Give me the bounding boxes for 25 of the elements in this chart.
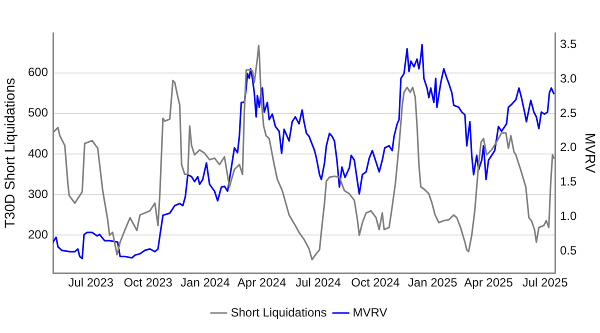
y-tick-label: 400 [28, 146, 48, 160]
y2-tick-label: 3.0 [560, 71, 578, 86]
x-tick-label: Jan 2025 [408, 276, 458, 290]
y-tick-label: 300 [28, 186, 48, 201]
y2-tick-label: 2.5 [560, 106, 578, 120]
y2-tick-label: 1.0 [560, 208, 578, 223]
y2-tick-label: 3.5 [560, 37, 578, 52]
legend-label: MVRV [352, 305, 388, 320]
y-tick-label: 600 [28, 65, 48, 80]
x-tick-label: Jul 2024 [296, 276, 342, 290]
x-tick-label: Jan 2024 [180, 276, 230, 290]
legend-label: Short Liquidations [230, 305, 327, 320]
y2-tick-label: 2.0 [560, 140, 578, 154]
y2-tick-label: 1.5 [560, 174, 578, 189]
y-axis-title: T30D Short Liquidations [1, 78, 18, 228]
y-tick-label: 200 [28, 228, 48, 242]
x-tick-label: Oct 2024 [351, 276, 400, 290]
x-tick-label: Jul 2025 [522, 276, 568, 290]
y2-tick-label: 0.5 [560, 243, 578, 258]
x-tick-label: Oct 2023 [124, 276, 173, 290]
y-tick-label: 500 [28, 106, 48, 120]
y2-axis-title: MVRV [582, 132, 599, 174]
x-tick-label: Jul 2023 [68, 276, 114, 290]
x-tick-label: Apr 2024 [237, 276, 286, 290]
x-tick-label: Apr 2025 [464, 276, 514, 290]
